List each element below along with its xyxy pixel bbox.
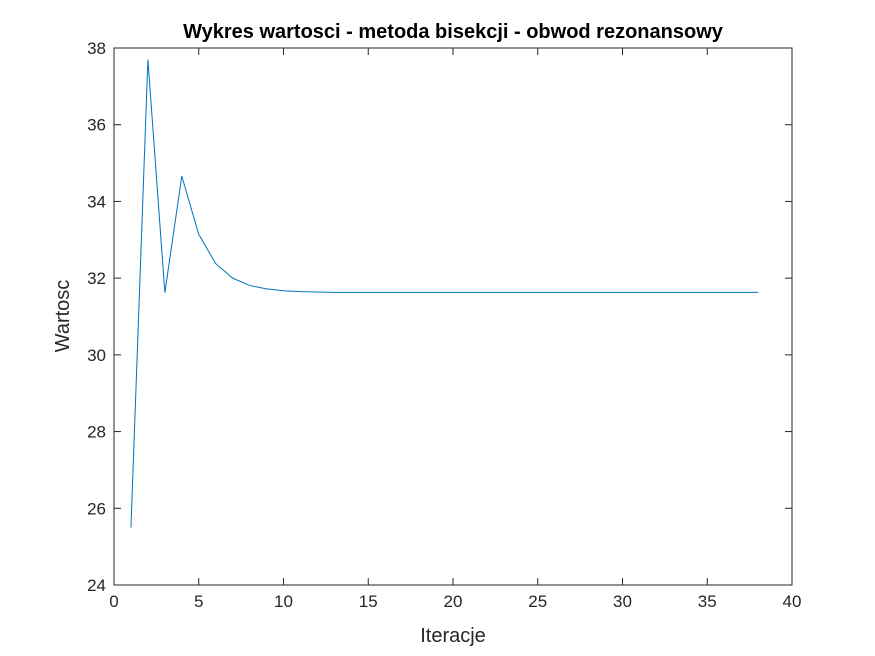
y-tick-label: 24 [87,576,106,595]
x-tick-label: 15 [359,592,378,611]
x-tick-label: 0 [109,592,118,611]
x-tick-label: 20 [444,592,463,611]
y-tick-label: 26 [87,499,106,518]
y-tick-label: 28 [87,423,106,442]
y-tick-label: 30 [87,346,106,365]
x-axis-label: Iteracje [420,625,486,647]
plot-area [113,47,793,586]
y-tick-label: 32 [87,269,106,288]
x-tick-label: 10 [274,592,293,611]
x-tick-label: 30 [613,592,632,611]
y-tick-label: 38 [87,39,106,58]
x-axis-ticks: 0 5 10 15 20 25 30 35 40 [109,48,801,611]
y-axis-ticks: 24 26 28 30 32 34 36 38 [87,39,792,595]
x-tick-label: 25 [528,592,547,611]
x-tick-label: 5 [194,592,203,611]
x-tick-label: 35 [698,592,717,611]
y-axis-label: Wartosc [52,280,74,353]
chart-title: Wykres wartosci - metoda bisekcji - obwo… [183,21,724,43]
series-layer [130,59,759,528]
y-tick-label: 36 [87,116,106,135]
series-line [130,59,759,528]
y-tick-label: 34 [87,192,106,211]
x-tick-label: 40 [783,592,802,611]
